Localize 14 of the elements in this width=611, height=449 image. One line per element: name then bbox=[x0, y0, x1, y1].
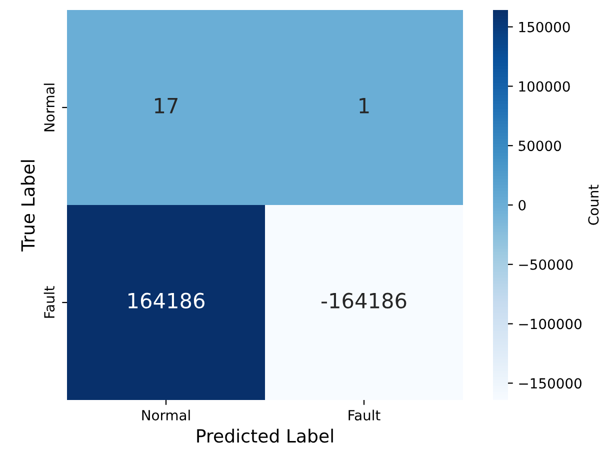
color-bar-label: 50000 bbox=[518, 140, 561, 152]
color-bar-title: Count bbox=[588, 184, 599, 225]
color-bar-label: −100000 bbox=[519, 318, 582, 330]
x-axis-title: Predicted Label bbox=[197, 428, 333, 443]
color-bar-label: 100000 bbox=[519, 81, 570, 92]
data-label: 1 bbox=[360, 98, 369, 114]
data-label: 164186 bbox=[128, 292, 204, 309]
color-bar-label: −150000 bbox=[519, 378, 582, 389]
color-bar-label: −50000 bbox=[519, 259, 573, 270]
y-axis-title: True Label bbox=[20, 160, 35, 252]
color-bar-label: 150000 bbox=[519, 22, 570, 32]
data-label: 17 bbox=[155, 98, 178, 114]
data-label: -164186 bbox=[321, 292, 406, 309]
color-bar-label: 0 bbox=[518, 200, 526, 210]
